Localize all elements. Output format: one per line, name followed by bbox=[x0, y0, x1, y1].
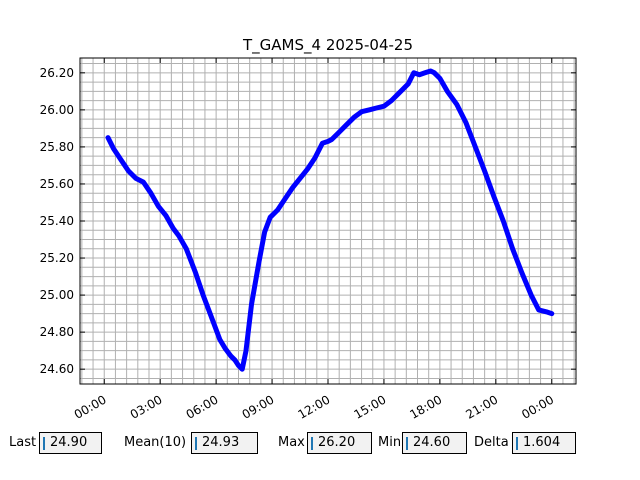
x-tick-label: 00:00 bbox=[519, 392, 556, 421]
y-tick-label: 26.20 bbox=[40, 66, 74, 80]
x-tick-label: 21:00 bbox=[463, 392, 500, 421]
mean-value: 24.93 bbox=[202, 435, 240, 450]
last-value-field[interactable]: 24.90 bbox=[39, 432, 102, 454]
x-tick-label: 12:00 bbox=[296, 392, 333, 421]
y-tick-label: 24.60 bbox=[40, 362, 74, 376]
delta-value: 1.604 bbox=[523, 435, 561, 450]
chart-grid bbox=[80, 58, 576, 384]
min-value: 24.60 bbox=[413, 435, 451, 450]
series-line bbox=[105, 68, 555, 372]
delta-label: Delta bbox=[474, 435, 509, 450]
y-tick-label: 25.80 bbox=[40, 140, 74, 154]
x-tick-label: 00:00 bbox=[72, 392, 109, 421]
x-tick-label: 06:00 bbox=[184, 392, 221, 421]
x-tick-label: 15:00 bbox=[351, 392, 388, 421]
x-tick-label: 03:00 bbox=[128, 392, 165, 421]
min-value-field[interactable]: 24.60 bbox=[402, 432, 467, 454]
max-label: Max bbox=[278, 435, 305, 450]
x-tick-label: 18:00 bbox=[407, 392, 444, 421]
y-tick-label: 26.00 bbox=[40, 103, 74, 117]
temperature-series-line bbox=[105, 68, 555, 372]
mean-value-field[interactable]: 24.93 bbox=[191, 432, 258, 454]
y-tick-label: 25.00 bbox=[40, 288, 74, 302]
delta-value-field[interactable]: 1.604 bbox=[512, 432, 576, 454]
y-tick-label: 25.40 bbox=[40, 214, 74, 228]
x-tick-label: 09:00 bbox=[240, 392, 277, 421]
max-value: 26.20 bbox=[318, 435, 356, 450]
min-label: Min bbox=[378, 435, 402, 450]
y-tick-label: 24.80 bbox=[40, 325, 74, 339]
last-label: Last bbox=[9, 435, 37, 450]
last-value: 24.90 bbox=[50, 435, 88, 450]
chart-title: T_GAMS_4 2025-04-25 bbox=[242, 36, 413, 55]
mean-label: Mean(10) bbox=[124, 435, 187, 450]
y-tick-label: 25.20 bbox=[40, 251, 74, 265]
line-chart: 24.60 24.80 25.00 25.20 25.40 25.60 25.80 26.00… bbox=[40, 36, 577, 422]
max-value-field[interactable]: 26.20 bbox=[307, 432, 372, 454]
y-tick-label: 25.60 bbox=[40, 177, 74, 191]
